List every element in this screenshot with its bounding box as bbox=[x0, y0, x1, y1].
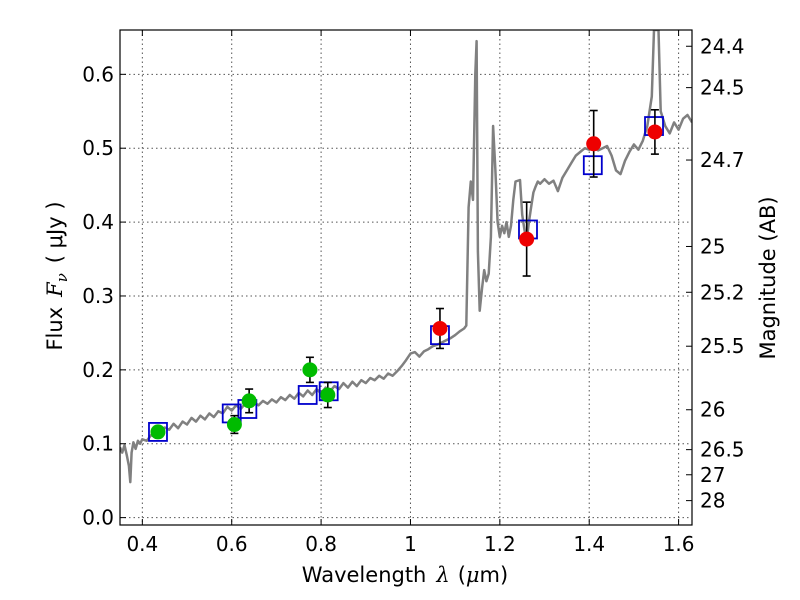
y-tick-label: 0.2 bbox=[82, 358, 114, 382]
x-tick-label: 0.8 bbox=[305, 532, 337, 556]
photometry-point bbox=[586, 136, 602, 152]
photometry-point bbox=[647, 124, 663, 140]
grid-lines bbox=[120, 30, 692, 525]
right-tick-label: 25.2 bbox=[700, 280, 745, 304]
photometry-point bbox=[226, 417, 242, 433]
photometry-point bbox=[320, 387, 336, 403]
y-axis-label-prefix: Flux bbox=[43, 307, 67, 351]
photometry-point bbox=[432, 320, 448, 336]
plot-frame bbox=[119, 29, 693, 526]
right-tick-label: 24.5 bbox=[700, 76, 745, 100]
x-tick-label: 0.4 bbox=[126, 532, 158, 556]
right-tick-label: 25.5 bbox=[700, 334, 745, 358]
x-tick-label: 0.6 bbox=[216, 532, 248, 556]
right-tick-label: 24.4 bbox=[700, 34, 745, 58]
photometry-point bbox=[150, 424, 166, 440]
y-axis-label: Flux Fν ( μJy ) bbox=[43, 201, 71, 350]
right-tick-label: 26.5 bbox=[700, 438, 745, 462]
y-axis-label-units: ( μJy ) bbox=[43, 201, 67, 263]
model-photometry-square bbox=[148, 422, 168, 442]
y-tick-label: 0.4 bbox=[82, 210, 114, 234]
x-tick-label: 1 bbox=[404, 532, 417, 556]
x-tick-label: 1.4 bbox=[573, 532, 605, 556]
plot-area bbox=[120, 30, 692, 484]
x-axis-label-units-rest: m) bbox=[480, 563, 509, 587]
axis-ticks: 0.4 0.6 0.8 1 1.2 1.4 1.6 0.0 0.1 0.2 0.3 0.4 0.5 0.6… bbox=[82, 30, 745, 556]
y-tick-label: 0.0 bbox=[82, 506, 114, 530]
y-axis-label-symbol: F bbox=[43, 281, 67, 298]
right-axis-label: Magnitude (AB) bbox=[756, 196, 780, 359]
x-tick-label: 1.6 bbox=[663, 532, 695, 556]
y-tick-label: 0.3 bbox=[82, 284, 114, 308]
y-axis-label-subscript: ν bbox=[53, 273, 71, 282]
y-tick-label: 0.5 bbox=[82, 136, 114, 160]
x-axis-label: Wavelength λ (μm) bbox=[302, 563, 508, 587]
right-tick-label: 28 bbox=[700, 489, 725, 513]
photometry-point bbox=[302, 362, 318, 378]
right-tick-label: 24.7 bbox=[700, 148, 745, 172]
model-spectrum-line bbox=[120, 30, 692, 484]
series-group bbox=[120, 30, 692, 484]
x-axis-label-prefix: Wavelength bbox=[302, 563, 427, 587]
model-photometry-square bbox=[297, 385, 318, 405]
photometry-point bbox=[519, 231, 535, 247]
x-tick-label: 1.2 bbox=[484, 532, 516, 556]
right-tick-label: 26 bbox=[700, 398, 725, 422]
right-tick-label: 25 bbox=[700, 234, 725, 258]
x-axis-label-units-open: ( bbox=[458, 563, 466, 587]
y-tick-label: 0.1 bbox=[82, 432, 114, 456]
x-axis-label-symbol: λ bbox=[435, 563, 449, 587]
model-photometry-square bbox=[582, 155, 603, 176]
x-axis-label-units-mu: μ bbox=[466, 563, 480, 587]
photometry-point bbox=[241, 393, 257, 409]
y-tick-label: 0.6 bbox=[82, 62, 114, 86]
right-tick-label: 27 bbox=[700, 463, 725, 487]
